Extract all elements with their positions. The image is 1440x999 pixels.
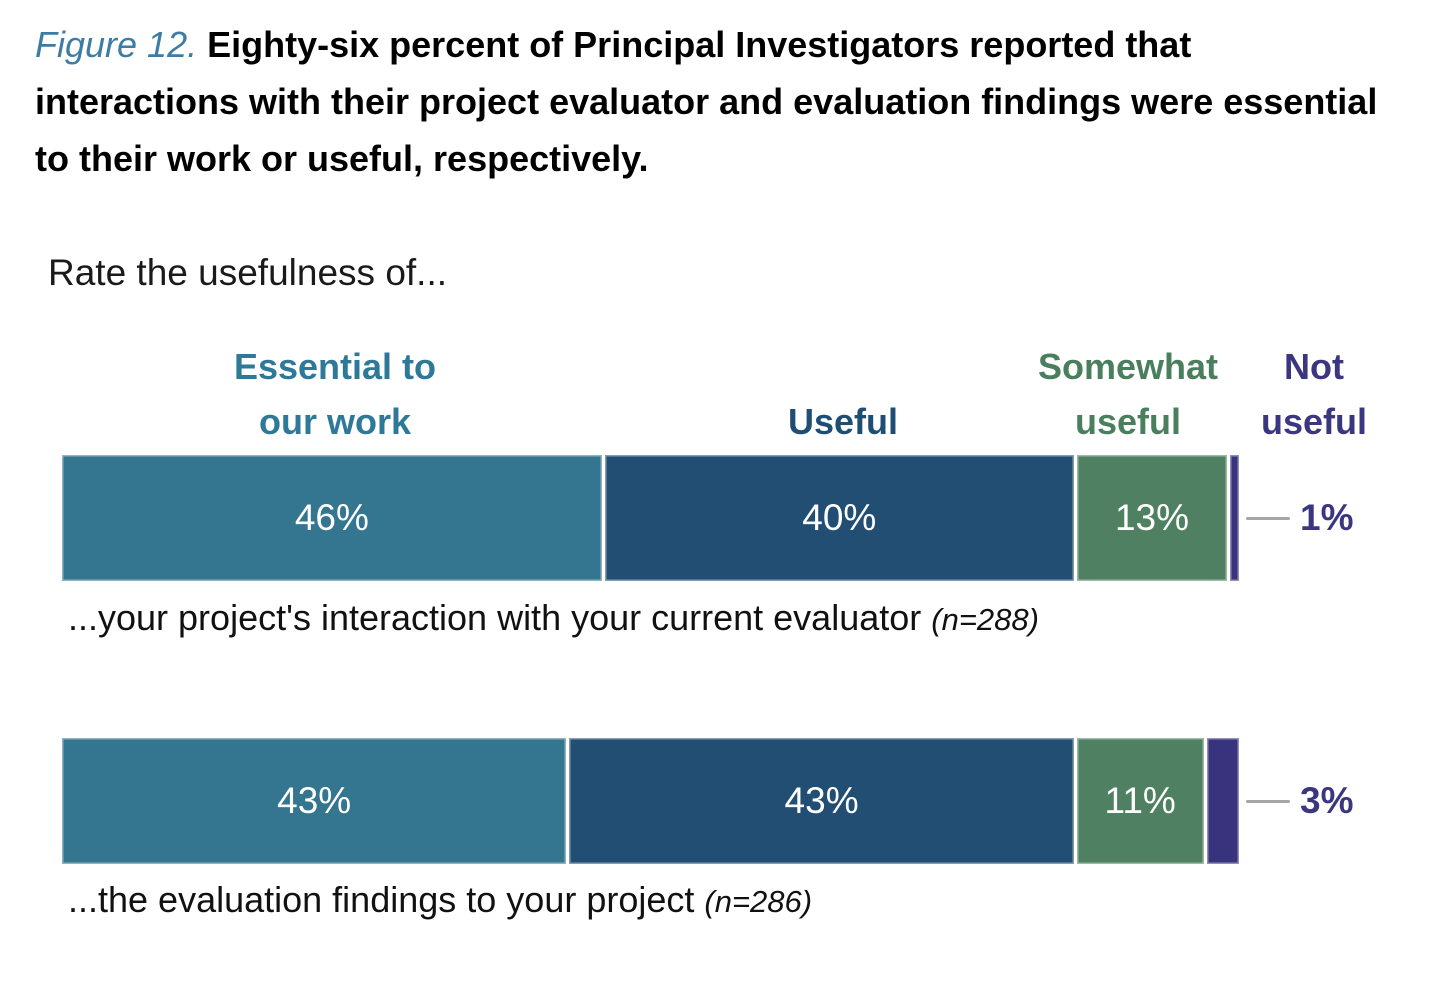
bar-segment-somewhat-useful: 13% [1076, 455, 1231, 581]
chart-prompt: Rate the usefulness of... [48, 252, 448, 293]
column-header-line: Somewhat [1037, 346, 1219, 387]
column-header-not-useful: Not useful [1224, 339, 1404, 449]
row-sample-size: (n=288) [931, 602, 1039, 637]
bar-segment-essential-to-our-work: 46% [62, 455, 605, 581]
bar-segment-useful: 43% [569, 738, 1077, 864]
column-header-useful: Useful [743, 394, 943, 449]
bar-segment-not-useful [1230, 455, 1242, 581]
callout-value-label: 1% [1300, 497, 1354, 538]
figure-caption: Figure 12. Eighty-six percent of Princip… [35, 16, 1387, 187]
callout-value-label: 3% [1300, 780, 1354, 821]
column-header-line: Essential to [233, 346, 437, 387]
bar-row-evaluator-interaction: 46% 40% 13% 1% [62, 455, 1353, 581]
callout-leader-line [1246, 799, 1290, 803]
column-header-essential-to-our-work: Essential to our work [185, 339, 485, 449]
segment-value-label: 11% [1104, 780, 1176, 821]
column-header-somewhat-useful: Somewhat useful [1018, 339, 1238, 449]
bar-segment-essential-to-our-work: 43% [62, 738, 570, 864]
bar-row-label-evaluator-interaction: ...your project's interaction with your … [68, 597, 1039, 639]
column-header-line: useful [1074, 401, 1181, 442]
bar-row-label-evaluation-findings: ...the evaluation findings to your proje… [68, 879, 812, 921]
figure-title: Eighty-six percent of Principal Investig… [35, 24, 1378, 179]
bar-segment-useful: 40% [604, 455, 1077, 581]
bar-segment-not-useful [1206, 738, 1242, 864]
small-slice-callout: 1% [1242, 497, 1353, 539]
column-header-line: Not [1284, 346, 1344, 387]
segment-value-label: 46% [294, 497, 369, 538]
small-slice-callout: 3% [1242, 780, 1353, 822]
column-header-line: useful [1260, 401, 1367, 442]
callout-leader-line [1246, 516, 1290, 520]
segment-value-label: 40% [802, 497, 877, 538]
segment-value-label: 13% [1114, 497, 1190, 538]
row-label-text: ...the evaluation findings to your proje… [68, 879, 695, 920]
row-label-text: ...your project's interaction with your … [68, 597, 922, 638]
figure-number-label: Figure 12. [35, 24, 198, 65]
segment-value-label: 43% [784, 780, 859, 821]
column-header-line: our work [258, 401, 411, 442]
column-header-line: Useful [787, 401, 899, 442]
bar-segment-somewhat-useful: 11% [1076, 738, 1207, 864]
row-sample-size: (n=286) [704, 884, 813, 919]
bar-row-evaluation-findings: 43% 43% 11% 3% [62, 738, 1353, 864]
segment-value-label: 43% [277, 780, 352, 821]
